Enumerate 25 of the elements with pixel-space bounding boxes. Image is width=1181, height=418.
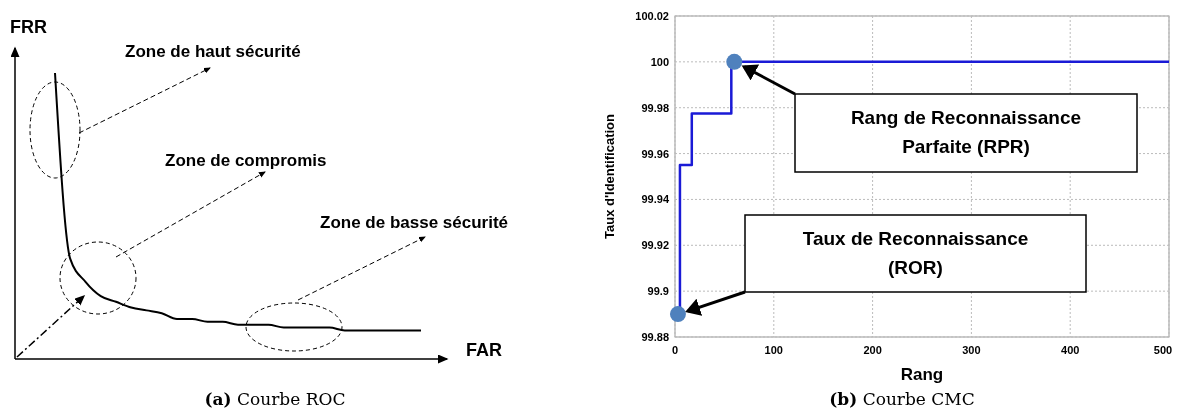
y-tick-label: 99.94	[641, 193, 670, 206]
y-tick-label: 100	[650, 55, 669, 68]
x-axis-title: Rang	[900, 365, 944, 384]
y-tick-label: 99.92	[641, 239, 669, 252]
y-tick-label: 99.9	[647, 285, 669, 298]
annotation: Rang de Reconnaissance Parfaite (RPR)	[850, 107, 1082, 157]
annotation: Zone de basse sécurité	[320, 213, 509, 232]
y-tick-label: 100.02	[635, 10, 669, 22]
y-tick-label: 99.88	[641, 331, 669, 343]
y-axis-title: FRR	[10, 17, 47, 37]
x-tick-label: 0	[671, 344, 679, 356]
x-tick-label: 500	[1153, 344, 1173, 356]
x-tick-label: 200	[863, 344, 882, 356]
y-tick-label: 99.98	[641, 101, 669, 114]
y-axis-title: Taux d'Identification	[602, 113, 617, 239]
text: (b) Courbe CMC	[829, 389, 975, 409]
x-tick-label: 100	[764, 344, 783, 356]
text: (a) Courbe ROC	[204, 389, 346, 409]
annotation: Taux de Reconnaissance (ROR)	[802, 228, 1029, 278]
y-tick-label: 99.96	[641, 147, 669, 160]
x-tick-label: 300	[962, 344, 981, 356]
x-tick-label: 400	[1061, 344, 1080, 356]
annotation: Zone de compromis	[165, 151, 327, 170]
text: Zone de haut sécurité	[125, 42, 301, 61]
x-axis-title: FAR	[466, 340, 502, 360]
